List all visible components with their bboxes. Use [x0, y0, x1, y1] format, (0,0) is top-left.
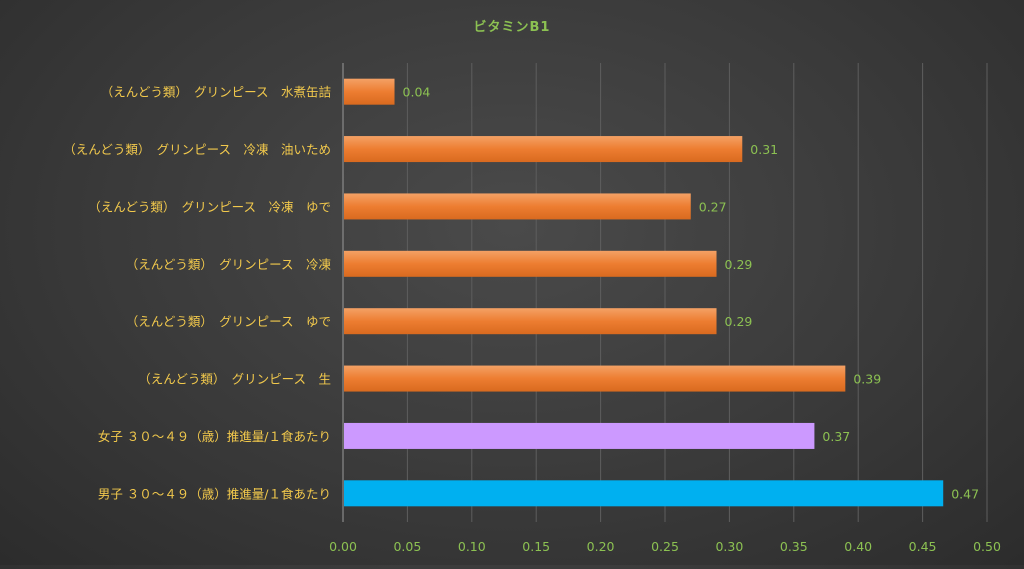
bar — [344, 480, 944, 507]
data-label: 0.39 — [853, 372, 881, 387]
x-tick-label: 0.00 — [329, 539, 357, 554]
category-labels: （えんどう類） グリンピース 水煮缶詰 （えんどう類） グリンピース 冷凍 油いた… — [63, 85, 331, 502]
category-label: 男子 ３０～４９（歳）推進量/１食あたり — [98, 486, 331, 501]
data-label: 0.27 — [699, 199, 727, 214]
category-label: 女子 ３０～４９（歳）推進量/１食あたり — [98, 429, 331, 444]
bar — [344, 78, 395, 105]
bar — [344, 193, 691, 220]
bars: 0.04 0.31 0.27 0.29 0.29 0.39 0.37 0.47 — [344, 78, 979, 507]
grid-lines — [406, 63, 988, 522]
x-tick-label: 0.20 — [587, 539, 615, 554]
category-label: （えんどう類） グリンピース 生 — [138, 372, 331, 387]
category-label: （えんどう類） グリンピース 冷凍 油いため — [63, 142, 331, 157]
data-label: 0.29 — [725, 314, 753, 329]
x-tick-label: 0.30 — [715, 539, 743, 554]
data-label: 0.47 — [951, 486, 979, 501]
data-label: 0.04 — [403, 85, 431, 100]
bar — [344, 250, 717, 277]
x-tick-label: 0.50 — [973, 539, 1001, 554]
category-label: （えんどう類） グリンピース 冷凍 ゆで — [88, 199, 331, 214]
chart-title: ビタミンB1 — [474, 19, 551, 35]
x-tick-label: 0.45 — [909, 539, 937, 554]
category-label: （えんどう類） グリンピース 冷凍 — [126, 257, 332, 272]
bar — [344, 136, 743, 163]
bar — [344, 422, 815, 449]
x-tick-label: 0.15 — [522, 539, 550, 554]
x-tick-label: 0.10 — [458, 539, 486, 554]
x-tick-label: 0.25 — [651, 539, 679, 554]
data-label: 0.31 — [750, 142, 778, 157]
data-label: 0.29 — [725, 257, 753, 272]
bar — [344, 308, 717, 335]
category-label: （えんどう類） グリンピース ゆで — [126, 314, 331, 329]
x-axis-ticks: 0.00 0.05 0.10 0.15 0.20 0.25 0.30 0.35 0.40 0.45… — [329, 539, 1001, 554]
x-tick-label: 0.05 — [393, 539, 421, 554]
x-tick-label: 0.40 — [844, 539, 872, 554]
bar — [344, 365, 846, 392]
x-tick-label: 0.35 — [780, 539, 808, 554]
category-label: （えんどう類） グリンピース 水煮缶詰 — [101, 85, 331, 100]
data-label: 0.37 — [822, 429, 850, 444]
